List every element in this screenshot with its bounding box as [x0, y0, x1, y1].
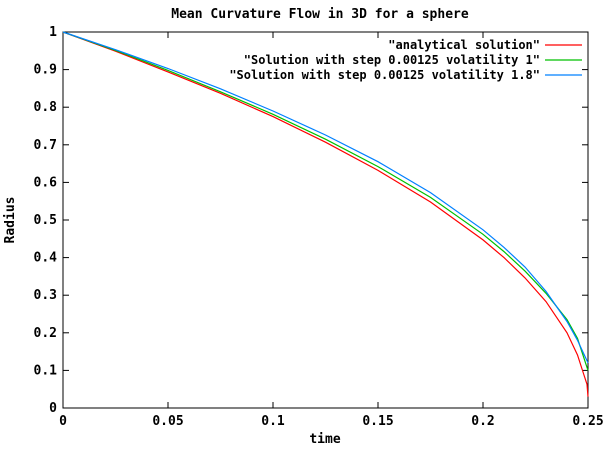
y-tick-label: 1	[49, 25, 57, 40]
plot-area	[62, 31, 589, 409]
x-tick-label: 0.2	[471, 414, 494, 429]
y-tick-label: 0.4	[34, 251, 58, 266]
y-tick-label: 0.6	[34, 175, 58, 190]
y-tick-label: 0.3	[34, 288, 57, 303]
x-axis-label: time	[309, 432, 340, 447]
y-tick-label: 0.8	[34, 100, 58, 115]
x-tick-label: 0.05	[152, 414, 183, 429]
y-tick-label: 0.9	[34, 63, 57, 78]
x-tick-label: 0.25	[572, 414, 603, 429]
y-tick-label: 0	[49, 401, 57, 416]
x-tick-label: 0.15	[362, 414, 393, 429]
series-layer	[62, 31, 589, 397]
series-line-0	[62, 31, 589, 397]
legend-label-0: "analytical solution"	[388, 38, 540, 52]
series-line-1	[62, 31, 589, 371]
y-tick-label: 0.5	[34, 213, 57, 228]
legend-label-1: "Solution with step 0.00125 volatility 1…	[244, 53, 540, 67]
axes: 0 0.05 0.1 0.15 0.2 0.25 0 0.1 0.2 0.3 0.4 0.5 0.6 0.…	[34, 25, 604, 429]
y-tick-label: 0.2	[34, 326, 57, 341]
x-tick-label: 0	[59, 414, 67, 429]
x-tick-label: 0.1	[261, 414, 285, 429]
series-line-2	[62, 31, 589, 364]
y-axis-label: Radius	[3, 197, 18, 244]
legend-label-2: "Solution with step 0.00125 volatility 1…	[229, 68, 540, 82]
legend: "analytical solution""Solution with step…	[229, 38, 582, 82]
y-tick-label: 0.7	[34, 138, 57, 153]
chart-title: Mean Curvature Flow in 3D for a sphere	[171, 7, 469, 22]
y-tick-label: 0.1	[34, 363, 58, 378]
